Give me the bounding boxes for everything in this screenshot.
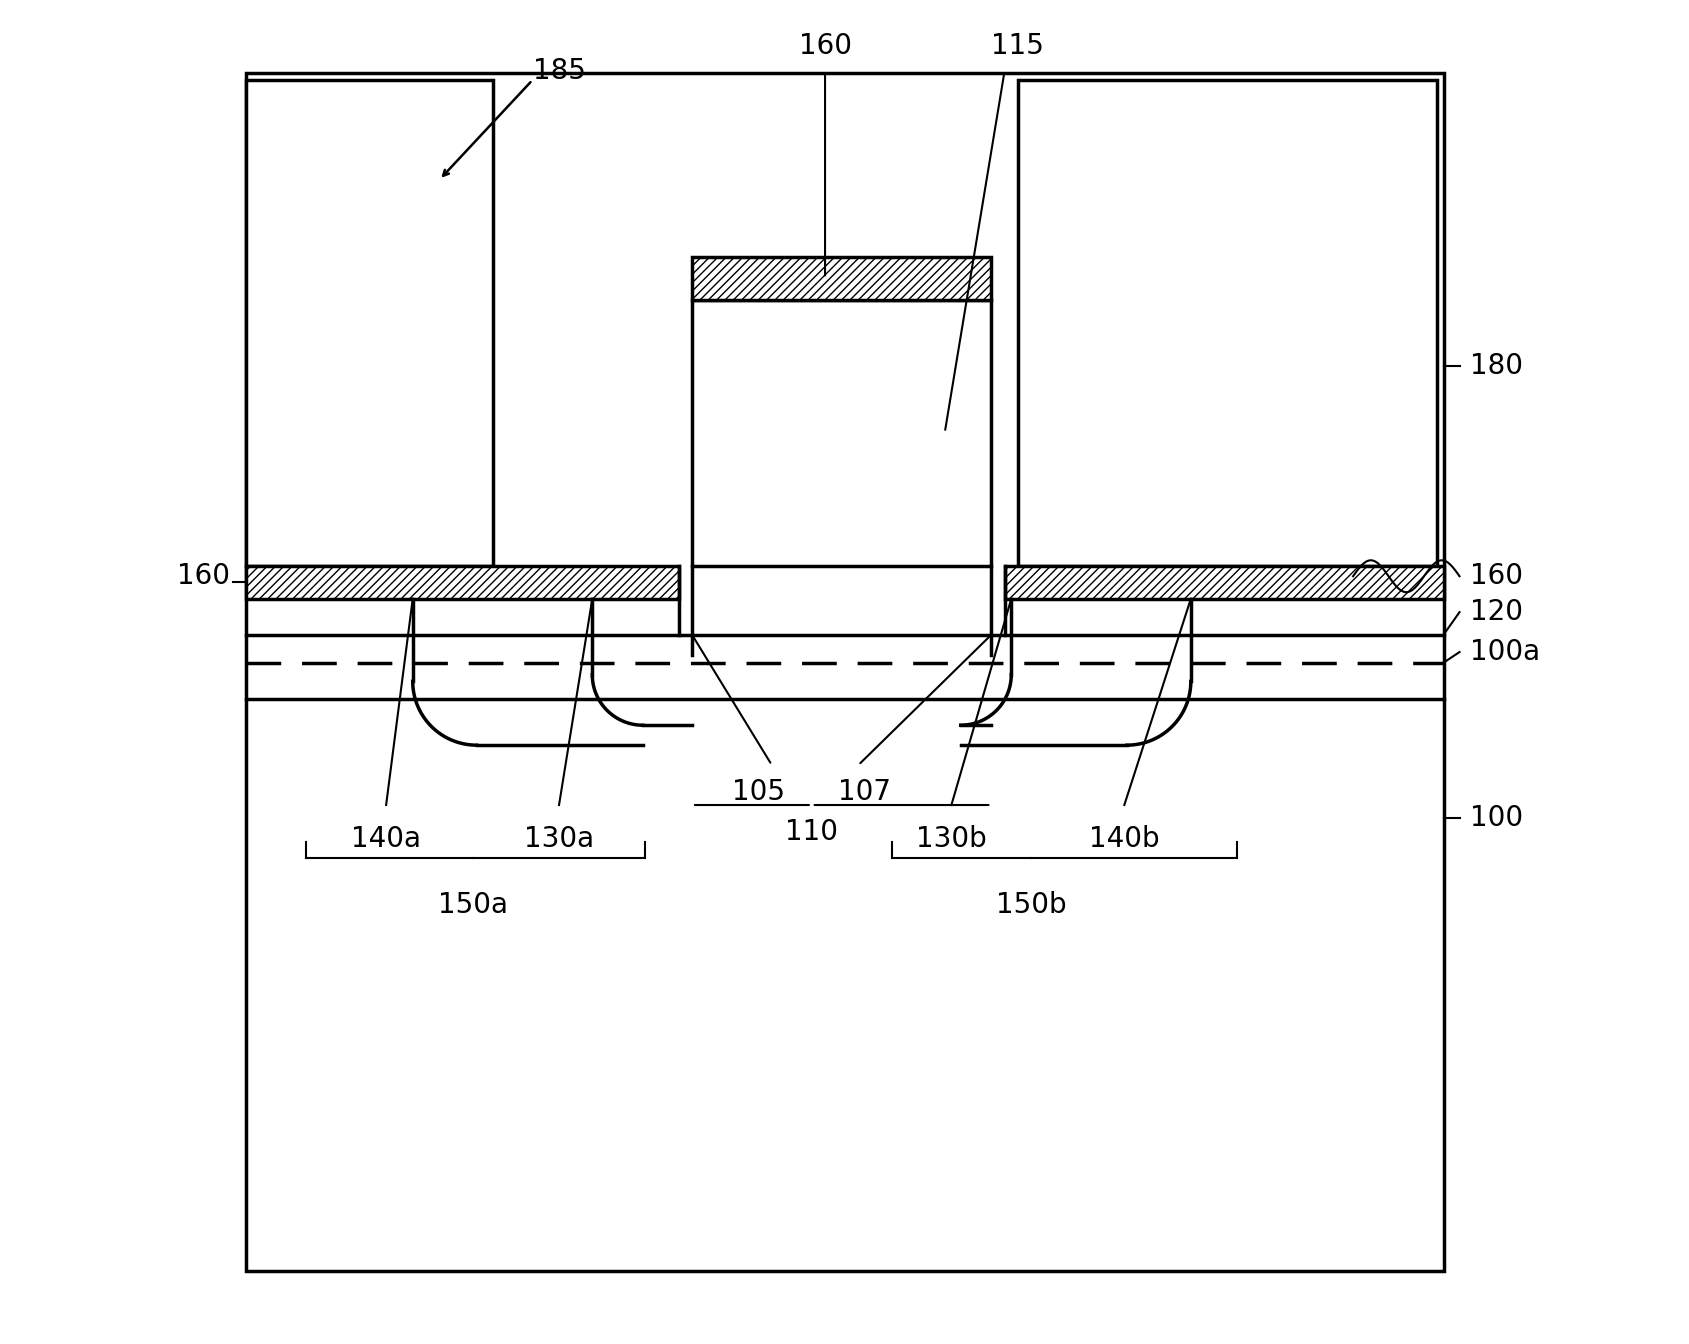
Text: 115: 115 [991, 32, 1044, 60]
Text: 105: 105 [731, 778, 785, 806]
Text: 107: 107 [838, 778, 890, 806]
Bar [691, 300, 991, 566]
Bar [247, 81, 491, 566]
Text: 160: 160 [799, 32, 851, 60]
Text: 130b: 130b [915, 825, 986, 853]
Text: 140a: 140a [351, 825, 421, 853]
Text: 150b: 150b [995, 891, 1066, 919]
Bar [1003, 566, 1442, 599]
Text: 120: 120 [1469, 598, 1522, 626]
Text: 110: 110 [785, 818, 838, 847]
Text: 140b: 140b [1088, 825, 1159, 853]
Text: 100a: 100a [1469, 638, 1539, 667]
Text: 100: 100 [1469, 804, 1522, 832]
Text: 130a: 130a [524, 825, 595, 853]
Text: 180: 180 [1469, 352, 1522, 380]
Text: 160: 160 [177, 562, 230, 590]
Text: 160: 160 [1469, 562, 1522, 590]
Bar [1017, 81, 1436, 566]
Text: 185: 185 [532, 56, 584, 85]
Text: 150a: 150a [437, 891, 507, 919]
Bar [247, 566, 679, 599]
Bar [691, 257, 991, 300]
